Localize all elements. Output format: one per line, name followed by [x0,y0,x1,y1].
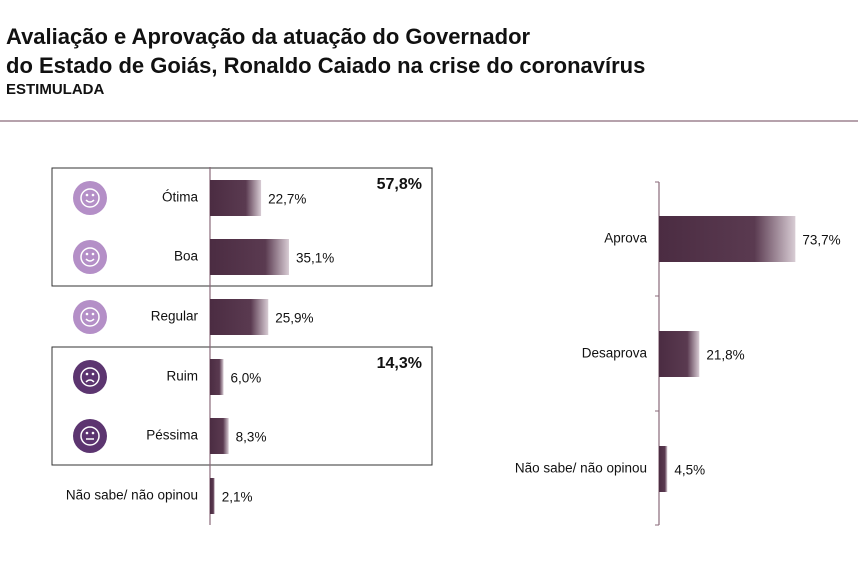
bar [659,216,796,262]
value-label: 25,9% [275,311,313,326]
icon [73,419,107,453]
icon [85,252,89,256]
bar [659,446,668,492]
title: do Estado de Goiás, Ronaldo Caiado na cr… [6,53,645,78]
category-label: Ótima [162,190,198,205]
icon [73,240,107,274]
bar [210,418,229,454]
value-label: 73,7% [802,233,840,248]
group-box [51,346,433,466]
icon [80,367,100,387]
icon [80,188,100,208]
bar [210,239,289,275]
group-box [51,167,433,287]
icon [85,318,95,322]
icon [73,300,107,334]
category-label: Desaprova [582,346,648,361]
value-label: 6,0% [231,371,262,386]
bar [210,359,224,395]
group-total: 14,3% [377,355,422,372]
icon [91,312,95,316]
icon [85,193,89,197]
icon [91,252,95,256]
category-label: Aprova [604,231,647,246]
icon [85,379,95,383]
subtitle: ESTIMULADA [6,81,104,98]
icon [80,426,100,446]
value-label: 8,3% [236,430,267,445]
category-label: Não sabe/ não opinou [66,488,198,503]
category-label: Regular [151,309,199,324]
value-label: 4,5% [674,463,705,478]
value-label: 2,1% [222,490,253,505]
value-label: 35,1% [296,251,334,266]
icon [85,199,95,203]
value-label: 22,7% [268,192,306,207]
icon [91,431,95,435]
category-label: Ruim [166,369,198,384]
bar [210,299,269,335]
icon [85,312,89,316]
icon [80,247,100,267]
bar [210,478,215,514]
category-label: Péssima [146,428,198,443]
icon [91,193,95,197]
group-total: 57,8% [377,176,422,193]
icon [91,372,95,376]
icon [80,307,100,327]
category-label: Não sabe/ não opinou [515,461,647,476]
title: Avaliação e Aprovação da atuação do Gove… [6,24,531,49]
bar [210,180,262,216]
icon [85,372,89,376]
icon [73,181,107,215]
value-label: 21,8% [706,348,744,363]
icon [85,258,95,262]
bar [659,331,700,377]
icon [73,360,107,394]
category-label: Boa [174,249,199,264]
icon [85,431,89,435]
